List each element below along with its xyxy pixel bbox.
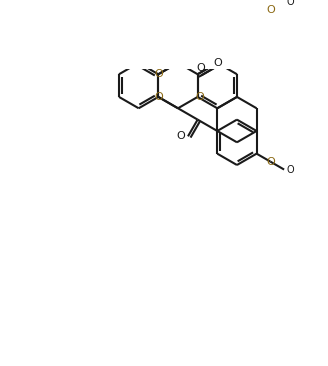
Text: O: O [196,63,205,73]
Text: O: O [213,58,222,68]
Text: O: O [195,92,204,102]
Text: O: O [266,4,275,15]
Text: O: O [154,69,163,79]
Text: O: O [266,157,275,167]
Text: O: O [287,0,294,7]
Text: O: O [154,92,163,102]
Text: O: O [177,131,186,141]
Text: O: O [287,165,294,175]
